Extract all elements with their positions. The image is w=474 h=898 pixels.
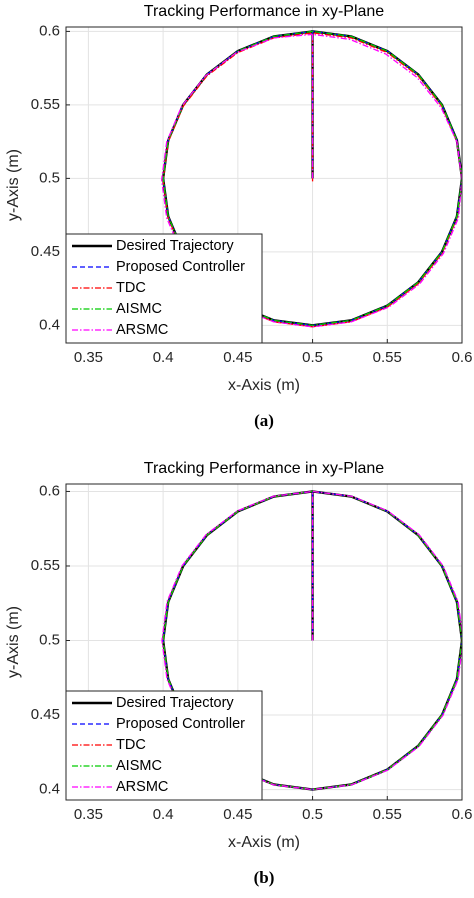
x-tick-label: 0.5 bbox=[302, 349, 323, 366]
x-tick-label: 0.35 bbox=[74, 806, 103, 823]
x-axis-label: x-Axis (m) bbox=[228, 377, 300, 394]
y-tick-label: 0.55 bbox=[31, 557, 60, 574]
x-tick-label: 0.4 bbox=[153, 349, 174, 366]
chart-title: Tracking Performance in xy-Plane bbox=[144, 3, 384, 20]
x-tick-label: 0.55 bbox=[373, 806, 402, 823]
x-tick-label: 0.6 bbox=[452, 349, 473, 366]
series-line bbox=[162, 490, 462, 791]
series-group bbox=[161, 490, 462, 791]
legend-box bbox=[65, 690, 263, 801]
legend: Desired Trajectory Proposed Controller TDC… bbox=[65, 690, 263, 801]
x-axis-label: x-Axis (m) bbox=[228, 834, 300, 851]
x-tick-label: 0.4 bbox=[153, 806, 174, 823]
y-tick-label: 0.45 bbox=[31, 243, 60, 260]
legend-label: Desired Trajectory bbox=[116, 238, 234, 254]
x-tick-label: 0.45 bbox=[223, 806, 252, 823]
legend-label: TDC bbox=[116, 737, 146, 753]
y-axis-label: y-Axis (m) bbox=[5, 606, 22, 678]
legend-label: ARSMC bbox=[116, 322, 168, 338]
legend-label: Proposed Controller bbox=[116, 259, 245, 275]
y-tick-label: 0.5 bbox=[39, 169, 60, 186]
chart: 0.35 0.4 0.45 0.5 0.55 0.6 0.4 0.45 0.5 0.55 0.6 Tr… bbox=[5, 3, 472, 430]
y-tick-label: 0.4 bbox=[39, 316, 60, 333]
y-tick-label: 0.4 bbox=[39, 781, 60, 798]
caption: (a) bbox=[254, 411, 274, 430]
chart-title: Tracking Performance in xy-Plane bbox=[144, 460, 384, 477]
x-tick-label: 0.35 bbox=[74, 349, 103, 366]
chart: 0.35 0.4 0.45 0.5 0.55 0.6 0.4 0.45 0.5 0.55 0.6 Tr… bbox=[5, 460, 472, 887]
axes-box bbox=[65, 483, 463, 801]
axes-box bbox=[65, 26, 463, 344]
y-tick-label: 0.5 bbox=[39, 631, 60, 648]
legend: Desired Trajectory Proposed Controller TDC… bbox=[65, 233, 263, 344]
y-tick-label: 0.6 bbox=[39, 22, 60, 39]
legend-label: AISMC bbox=[116, 758, 162, 774]
x-tick-label: 0.6 bbox=[452, 806, 473, 823]
series-line bbox=[160, 33, 462, 328]
legend-label: TDC bbox=[116, 280, 146, 296]
y-tick-label: 0.6 bbox=[39, 482, 60, 499]
y-tick-label: 0.55 bbox=[31, 96, 60, 113]
x-tick-label: 0.55 bbox=[373, 349, 402, 366]
series-line bbox=[162, 30, 462, 327]
legend-label: Desired Trajectory bbox=[116, 695, 234, 711]
y-tick-label: 0.45 bbox=[31, 706, 60, 723]
series-group bbox=[160, 30, 462, 328]
series-line bbox=[161, 490, 462, 791]
legend-label: ARSMC bbox=[116, 779, 168, 795]
legend-label: AISMC bbox=[116, 301, 162, 317]
caption: (b) bbox=[254, 868, 275, 887]
y-axis-label: y-Axis (m) bbox=[5, 149, 22, 221]
x-tick-label: 0.5 bbox=[302, 806, 323, 823]
legend-label: Proposed Controller bbox=[116, 716, 245, 732]
x-tick-label: 0.45 bbox=[223, 349, 252, 366]
